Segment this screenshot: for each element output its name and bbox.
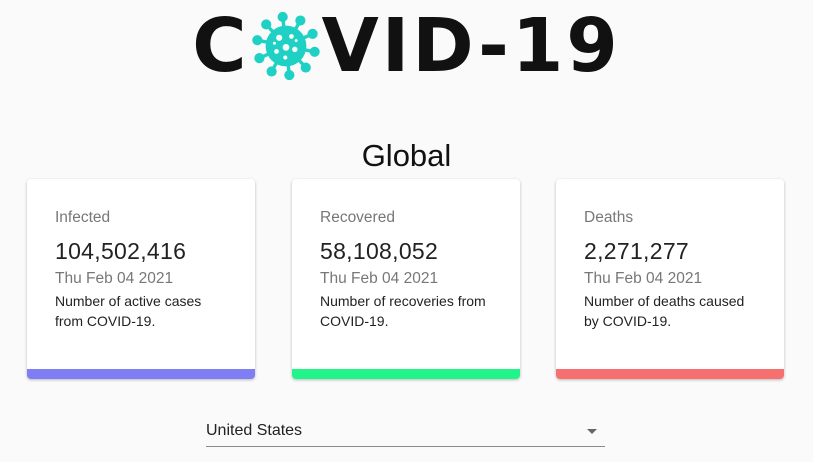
logo-letter-c: C bbox=[192, 3, 250, 89]
card-description: Number of active cases from COVID-19. bbox=[55, 293, 202, 329]
card-description: Number of recoveries from COVID-19. bbox=[320, 293, 486, 329]
global-title: Global bbox=[361, 138, 452, 173]
card-label: Deaths bbox=[584, 209, 634, 226]
deaths-card: Deaths 2,271,277 Thu Feb 04 2021 Number … bbox=[556, 179, 784, 379]
logo-text: C VID-19 bbox=[192, 9, 621, 83]
logo-letters-vid19: VID-19 bbox=[321, 3, 621, 89]
card-date: Thu Feb 04 2021 bbox=[320, 270, 439, 287]
card-label: Infected bbox=[55, 209, 111, 226]
recovered-color-bar bbox=[292, 369, 520, 379]
card-label: Recovered bbox=[320, 209, 395, 226]
deaths-color-bar bbox=[556, 369, 784, 379]
card-value: 104,502,416 bbox=[55, 238, 187, 264]
recovered-card: Recovered 58,108,052 Thu Feb 04 2021 Num… bbox=[292, 179, 520, 379]
card-value: 58,108,052 bbox=[320, 238, 439, 264]
card-date: Thu Feb 04 2021 bbox=[55, 270, 174, 287]
virus-icon bbox=[251, 12, 320, 80]
country-select[interactable]: United States bbox=[206, 414, 605, 447]
infected-card: Infected 104,502,416 Thu Feb 04 2021 Num… bbox=[27, 179, 255, 379]
card-value: 2,271,277 bbox=[584, 238, 690, 264]
infected-color-bar bbox=[27, 369, 255, 379]
card-description: Number of deaths caused by COVID-19. bbox=[584, 293, 745, 329]
card-date: Thu Feb 04 2021 bbox=[584, 270, 703, 287]
covid-logo: C VID-19 bbox=[0, 4, 813, 88]
arrow-drop-down-icon[interactable] bbox=[587, 429, 597, 434]
country-select-value: United States bbox=[206, 422, 303, 439]
